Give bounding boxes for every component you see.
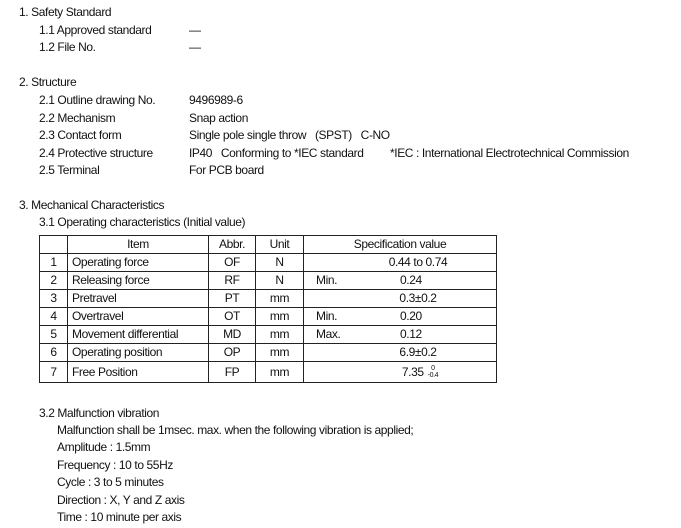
row-abbr: RF	[208, 271, 256, 290]
vibration-line: Amplitude : 1.5mm	[57, 440, 151, 455]
row-abbr: OF	[208, 253, 256, 272]
value: —	[189, 23, 201, 37]
row-item: Movement differential	[67, 325, 209, 344]
tolerance-upper: 0	[431, 365, 435, 373]
vibration-line: Time : 10 minute per axis	[57, 510, 182, 524]
note: *IEC : International Electrotechnical Co…	[390, 146, 629, 160]
value: 9496989-6	[189, 93, 243, 107]
label: 2.3 Contact form	[39, 128, 122, 142]
header-item: Item	[67, 235, 209, 254]
tolerance-lower: -0.4	[427, 372, 439, 380]
value: For PCB board	[189, 163, 264, 177]
vibration-line: Frequency : 10 to 55Hz	[57, 457, 173, 472]
value: —	[189, 40, 201, 54]
section-3-title: 3. Mechanical Characteristics	[19, 198, 165, 212]
table-row: 6 Operating position OP mm 6.9±0.2	[39, 343, 497, 362]
row-no: 4	[39, 307, 68, 326]
operating-characteristics-table: Item Abbr. Unit Specification value 1 Ope…	[39, 235, 497, 383]
spec-value-cell: 7.35 0 -0.4	[303, 361, 497, 383]
row-abbr: PT	[208, 289, 256, 308]
vibration-line: Direction : X, Y and Z axis	[57, 492, 185, 507]
vibration-line: Cycle : 3 to 5 minutes	[57, 475, 164, 490]
row-unit: mm	[255, 325, 304, 344]
row-unit: N	[255, 253, 304, 272]
row-abbr: MD	[208, 325, 256, 344]
spec-value: 0.3±0.2	[303, 289, 497, 308]
value: IP40 Conforming to *IEC standard	[189, 146, 364, 160]
row-unit: mm	[255, 289, 304, 308]
value: Snap action	[189, 111, 248, 125]
row-no: 3	[39, 289, 68, 308]
header-no	[39, 235, 68, 254]
row-no: 2	[39, 271, 68, 290]
vibration-line: Malfunction shall be 1msec. max. when th…	[57, 423, 414, 437]
spec-value: 6.9±0.2	[303, 343, 497, 362]
spec-value: 7.35	[401, 364, 424, 379]
row-item: Pretravel	[67, 289, 209, 308]
table-row: 5 Movement differential MD mm Max. 0.12	[39, 325, 497, 344]
tolerance: 0 -0.4	[427, 365, 439, 380]
row-no: 6	[39, 343, 68, 362]
label: 2.2 Mechanism	[39, 111, 116, 125]
section-1-title: 1. Safety Standard	[19, 5, 112, 19]
spec-value: 0.24	[370, 271, 497, 290]
table-row: 7 Free Position FP mm 7.35 0 -0.4	[39, 361, 497, 383]
row-item: Free Position	[67, 361, 209, 383]
row-abbr: OP	[208, 343, 256, 362]
table-row: 1 Operating force OF N 0.44 to 0.74	[39, 253, 497, 272]
table-row: 2 Releasing force RF N Min. 0.24	[39, 271, 497, 290]
row-unit: mm	[255, 361, 304, 383]
table-header: Item Abbr. Unit Specification value	[39, 235, 497, 254]
row-item: Operating position	[67, 343, 209, 362]
row-abbr: OT	[208, 307, 256, 326]
header-abbr: Abbr.	[208, 235, 256, 254]
row-unit: mm	[255, 307, 304, 326]
section-2-title: 2. Structure	[19, 75, 77, 89]
label: 2.4 Protective structure	[39, 146, 153, 160]
value: Single pole single throw (SPST) C-NO	[189, 128, 390, 142]
spec-qualifier: Min.	[303, 271, 370, 290]
label: 1.1 Approved standard	[39, 23, 152, 37]
label: 1.2 File No.	[39, 40, 96, 54]
subsection-title: 3.1 Operating characteristics (Initial v…	[39, 215, 246, 229]
row-no: 7	[39, 361, 68, 383]
row-abbr: FP	[208, 361, 256, 383]
spec-qualifier: Max.	[303, 325, 370, 344]
header-spec: Specification value	[303, 235, 497, 254]
row-unit: mm	[255, 343, 304, 362]
table-row: 3 Pretravel PT mm 0.3±0.2	[39, 289, 497, 308]
header-unit: Unit	[255, 235, 304, 254]
spec-value: 0.12	[370, 325, 497, 344]
row-item: Releasing force	[67, 271, 209, 290]
label: 2.1 Outline drawing No.	[39, 93, 156, 107]
spec-qualifier: Min.	[303, 307, 370, 326]
row-no: 1	[39, 253, 68, 272]
row-item: Overtravel	[67, 307, 209, 326]
row-item: Operating force	[67, 253, 209, 272]
row-unit: N	[255, 271, 304, 290]
spec-value: 0.44 to 0.74	[303, 253, 497, 272]
row-no: 5	[39, 325, 68, 344]
table-row: 4 Overtravel OT mm Min. 0.20	[39, 307, 497, 326]
label: 2.5 Terminal	[39, 163, 100, 177]
subsection-title: 3.2 Malfunction vibration	[39, 406, 160, 420]
spec-value: 0.20	[370, 307, 497, 326]
